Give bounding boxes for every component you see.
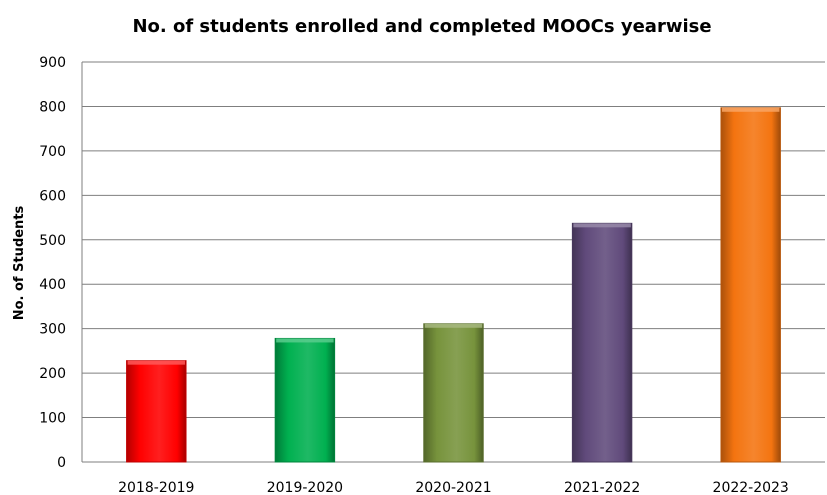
y-tick-label: 500 [39,233,66,249]
x-tick-label: 2021-2022 [564,480,640,495]
bar-top-highlight [573,223,631,228]
bars [126,107,781,463]
y-tick-label: 300 [39,322,66,338]
bar-2021-2022 [571,222,633,463]
y-tick-label: 200 [39,366,66,382]
bar-top-highlight [276,338,334,343]
bar [126,360,187,463]
y-tick-label: 900 [39,55,66,71]
y-tick-label: 400 [39,277,66,293]
x-tick-label: 2020-2021 [415,480,491,495]
y-tick-label: 800 [39,99,66,115]
bar-2020-2021 [423,323,484,463]
bar-top-highlight [424,323,483,328]
bar-top-highlight [127,360,186,365]
chart-title: No. of students enrolled and completed M… [132,16,711,37]
x-tick-label: 2018-2019 [118,480,194,495]
y-axis-ticks: 0 100 200 300 400 500 600 700 800 900 [39,55,66,471]
x-tick-label: 2019-2020 [267,480,343,495]
y-tick-label: 700 [39,144,66,160]
bar [274,337,336,463]
bar [720,107,781,463]
bar-2022-2023 [720,107,781,463]
bar-2018-2019 [126,360,187,463]
bar [571,222,633,463]
y-tick-label: 600 [39,188,66,204]
y-tick-label: 0 [57,455,66,471]
gridlines [81,61,825,463]
y-axis-label: No. of Students [12,205,27,320]
bar [423,323,484,463]
bar-2019-2020 [274,337,336,463]
bar-top-highlight [721,107,780,112]
x-tick-label: 2022-2023 [713,480,789,495]
y-tick-label: 100 [39,411,66,427]
x-axis-ticks: 2018-2019 2019-2020 2020-2021 2021-2022 2022… [118,480,789,495]
